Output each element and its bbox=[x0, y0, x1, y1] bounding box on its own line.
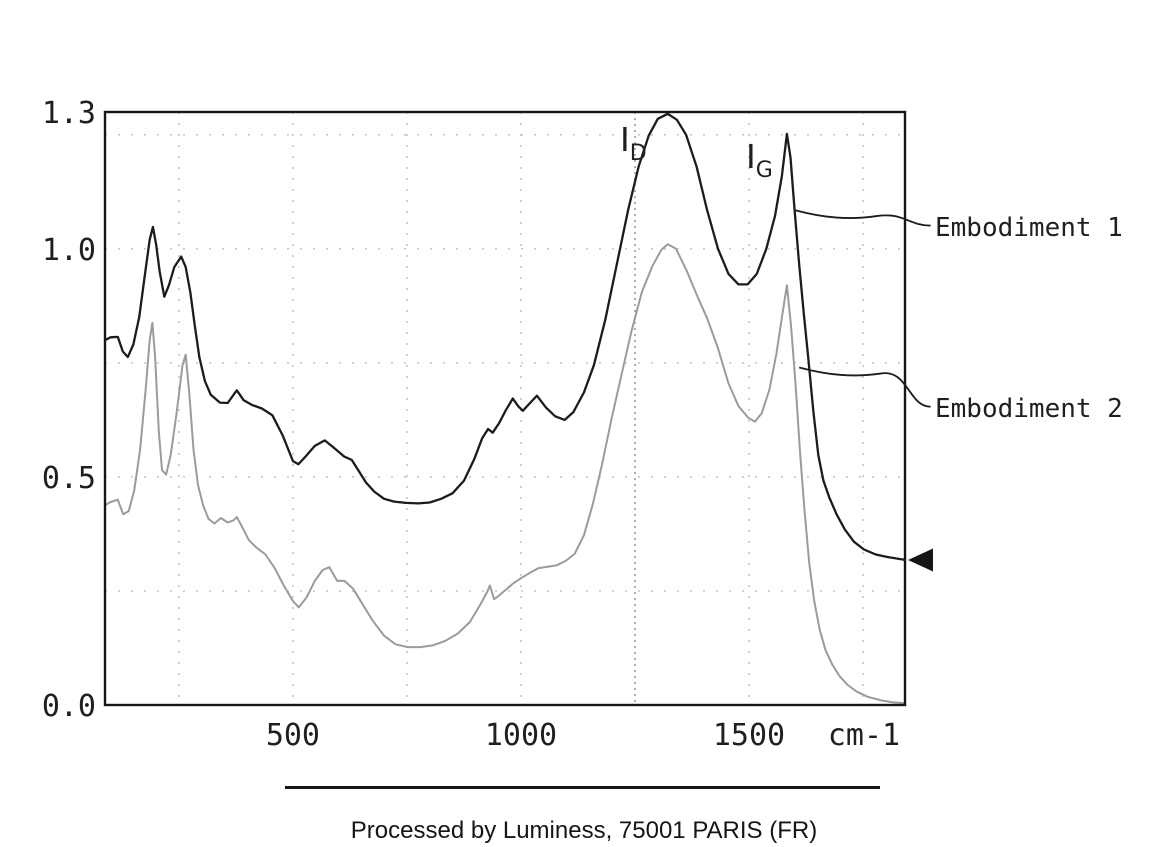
y-tick-label: 0.0 bbox=[42, 689, 96, 724]
curve-embodiment-2 bbox=[104, 243, 906, 705]
curve-embodiment-1 bbox=[103, 112, 907, 562]
y-tick-label: 1.3 bbox=[42, 96, 96, 131]
axis-tick-labels: 1.3 1.0 0.5 0.0 500 1000 1500 bbox=[42, 96, 785, 753]
x-tick-label: 1000 bbox=[485, 718, 557, 753]
gridlines bbox=[105, 112, 905, 705]
curve-end-arrow-icon bbox=[908, 548, 933, 572]
x-tick-label: 1500 bbox=[713, 718, 785, 753]
legend-label-embodiment-2: Embodiment 2 bbox=[935, 394, 1123, 424]
x-axis-unit-label: cm-1 bbox=[828, 718, 900, 753]
callout-line-embodiment-2 bbox=[798, 366, 931, 408]
legend-label-embodiment-1: Embodiment 1 bbox=[935, 213, 1123, 243]
caption-rule bbox=[285, 786, 880, 789]
callout-line-embodiment-1 bbox=[794, 209, 931, 227]
spectra-curves bbox=[103, 112, 907, 705]
peak-label-id: ID bbox=[620, 120, 647, 166]
y-tick-label: 0.5 bbox=[42, 461, 96, 496]
x-tick-label: 500 bbox=[266, 718, 320, 753]
legend-callout-lines bbox=[794, 209, 931, 408]
figure-caption: Processed by Luminess, 75001 PARIS (FR) bbox=[351, 817, 817, 844]
peak-label-ig: IG bbox=[746, 137, 773, 183]
plot-border bbox=[103, 110, 907, 707]
y-tick-label: 1.0 bbox=[42, 233, 96, 268]
